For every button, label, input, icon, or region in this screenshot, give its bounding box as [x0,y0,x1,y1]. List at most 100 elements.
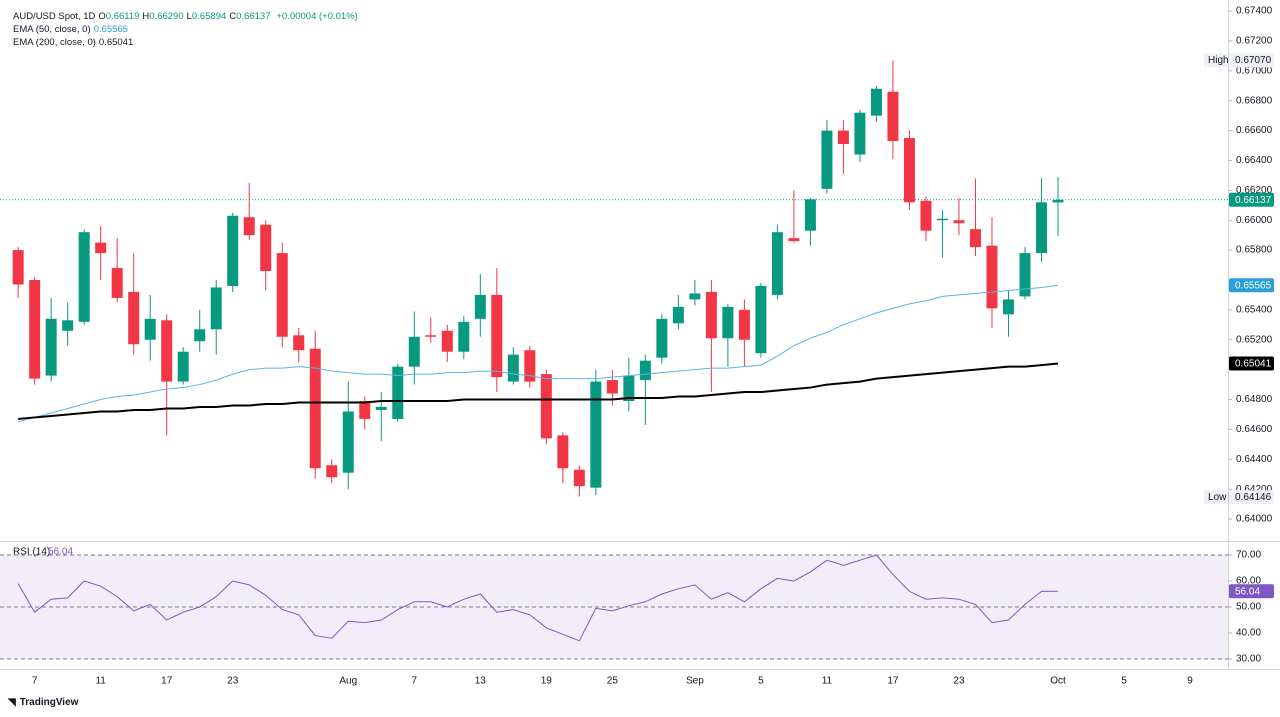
symbol-line: AUD/USD Spot, 1D O0.66119 H0.66290 L0.65894… [13,10,361,23]
candle-body [342,411,354,473]
ema-value: 0.65041 [98,37,134,48]
candle-body [276,253,288,337]
ohlc-key: L [186,11,192,22]
ohlc-key: C [229,11,237,22]
x-tick-label: 23 [227,676,239,687]
rsi-label-box [1229,584,1274,599]
y-tick-label: 0.66200 [1236,185,1273,196]
candle-body [359,401,371,419]
y-tick-label: 50.00 [1236,602,1261,613]
candle-body [95,242,107,254]
logo: ◥ [8,697,16,708]
candle-body [590,381,602,488]
candle-body [425,335,437,337]
ema-price-label-box [1229,278,1274,293]
marker-value: 0.64146 [1235,492,1272,503]
candle-body [672,306,684,324]
candle-body [606,380,618,394]
candle-body [540,374,552,439]
marker-text: High [1208,55,1229,66]
candle-body [12,250,24,285]
y-tick-label: 60.00 [1236,576,1261,587]
candle-body [573,469,585,487]
candle-body [903,138,915,203]
y-tick-label: 0.64800 [1236,394,1273,405]
rsi-line [17,554,1058,642]
y-tick-label: 0.65800 [1236,245,1273,256]
candle-body [689,293,701,300]
candle-body [623,375,635,402]
y-tick-label: 0.65200 [1236,334,1273,345]
candle-body [1035,202,1047,254]
low-marker-value-box [1229,490,1274,505]
candle-body [177,351,189,382]
ema-price-label-box [1229,356,1274,371]
candle-body [705,291,717,339]
ohlc-value: 0.66119 [105,11,140,22]
candle-body [144,318,156,340]
x-tick-label: 25 [607,676,619,687]
candle-body [639,360,651,381]
candle-body [507,354,519,382]
candle-body [62,320,74,331]
candle-body [392,366,404,419]
candle-body [474,294,486,319]
candle-body [771,232,783,295]
x-tick-label: 5 [1121,676,1127,687]
candle-body [1019,253,1031,297]
y-tick-label: 0.64200 [1236,484,1273,495]
x-tick-label: Sep [686,676,704,687]
candle-body [408,336,420,367]
y-tick-label: 0.65400 [1236,305,1273,316]
ema-line [18,284,1059,423]
candle-body [1002,299,1014,315]
candle-body [441,330,453,352]
candle-body [953,220,965,224]
candle-body [458,321,470,352]
y-tick-label: 0.64000 [1236,514,1273,525]
ema-name: EMA (200, close, 0) [13,37,96,48]
candle-body [78,232,90,322]
candle-body [326,465,338,478]
candle-body [656,318,668,358]
last-price-label-box [1229,192,1274,207]
rsi-value: 56.04 [48,547,73,558]
candle-body [29,279,41,379]
x-tick-label: 11 [95,676,106,687]
ema-value: 0.65565 [93,24,128,35]
ohlc-value: 0.66137 [236,11,271,22]
y-tick-label: 0.64400 [1236,454,1273,465]
candle-body [920,200,932,231]
x-tick-label: 9 [1187,676,1193,687]
brand: TradingView [19,697,79,708]
high-marker-value-box [1229,53,1274,68]
candle-body [227,215,239,286]
ohlc: O0.66119 H0.66290 L0.65894 C0.66137 [98,11,273,22]
candle-body [936,218,948,221]
x-tick-label: 13 [475,676,487,687]
high-marker-box [1204,53,1228,68]
x-tick-label: 7 [32,676,38,687]
candle-body [524,350,536,382]
last-price-label: 0.66137 [1235,195,1272,206]
y-tick-label: 0.66000 [1236,215,1273,226]
symbol: AUD/USD Spot, 1D [13,11,96,22]
candle-body [738,309,750,340]
candle-body [557,435,569,469]
header: AUD/USD Spot, 1D O0.66119 H0.66290 L0.65894… [13,10,361,49]
x-tick-label: Aug [339,676,357,687]
candle-body [969,229,981,248]
y-tick-label: 0.67200 [1236,36,1273,47]
ohlc-value: 0.65894 [191,11,227,22]
y-tick-label: 0.67400 [1236,6,1273,17]
candle-body [788,238,800,242]
candle-body [194,329,206,342]
candle-body [260,224,272,272]
candle-body [243,217,255,236]
candle-body [161,320,173,382]
ema-price-label: 0.65041 [1235,359,1272,370]
candle-body [375,406,387,410]
x-tick-label: 11 [822,676,833,687]
ohlc-value: 0.66290 [149,11,184,22]
candle-body [870,88,882,116]
